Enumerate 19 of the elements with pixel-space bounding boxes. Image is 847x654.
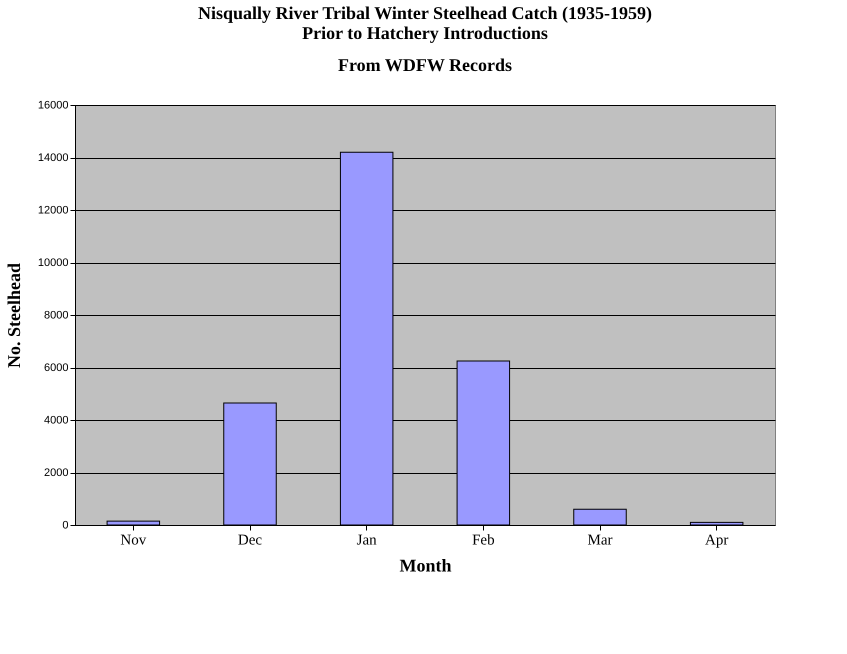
y-tick-label: 2000 [44,467,68,479]
chart-title: Nisqually River Tribal Winter Steelhead Catch (1935-1959) Prior to Hatchery Introductions [198,3,652,43]
x-tick-label: Apr [705,532,728,548]
y-tick-label: 0 [62,520,68,532]
y-tick-label: 6000 [44,362,68,374]
y-tick-label: 8000 [44,310,68,322]
x-axis-title: Month [399,556,452,576]
x-tick-label: Feb [472,532,495,548]
x-tick-label: Dec [238,532,262,548]
x-tick-label: Nov [120,532,147,548]
x-tick-label: Jan [356,532,378,548]
chart-subtitle: From WDFW Records [338,55,512,75]
y-tick-label: 14000 [38,152,68,164]
y-tick-label: 12000 [38,204,68,216]
y-axis-title: No. Steelhead [4,263,24,368]
x-tick-label: Mar [588,532,612,548]
y-tick-label: 4000 [44,414,68,426]
y-tick-label: 16000 [38,100,68,112]
y-tick-label: 10000 [38,257,68,269]
